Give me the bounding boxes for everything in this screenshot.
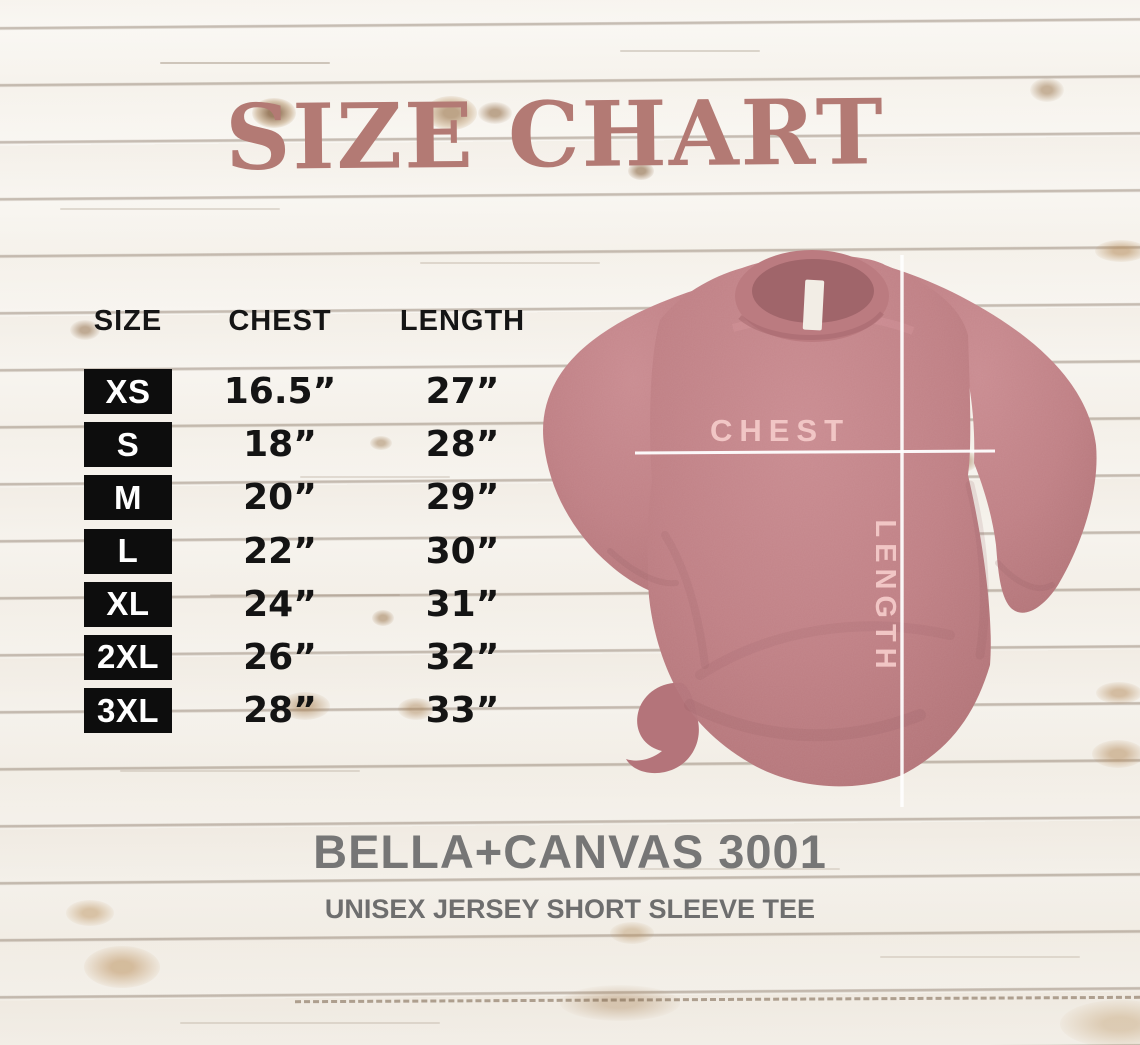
table-row: L 22” 30” <box>0 525 560 578</box>
table-row: M 20” 29” <box>0 471 560 524</box>
size-chip: 3XL <box>84 688 172 734</box>
chest-value: 24” <box>243 583 317 625</box>
length-value: 33” <box>425 690 500 732</box>
table-row: 3XL 28” 33” <box>0 684 560 737</box>
tshirt-hem-knot <box>626 682 699 774</box>
length-line-label: LENGTH <box>869 519 901 674</box>
chest-line-label: CHEST <box>710 413 850 448</box>
chest-value: 28” <box>243 690 317 732</box>
size-chip: 2XL <box>84 634 172 680</box>
size-chip: S <box>84 422 172 468</box>
length-value: 30” <box>425 530 500 572</box>
length-value: 32” <box>425 636 500 678</box>
chest-measure-line <box>634 449 996 455</box>
column-header-length: LENGTH <box>399 305 526 337</box>
size-table-header: SIZE CHEST LENGTH <box>0 303 560 339</box>
neck-tag <box>802 279 825 331</box>
chest-value: 20” <box>243 477 317 519</box>
size-chip: L <box>84 528 172 574</box>
size-chip: XS <box>84 369 172 414</box>
length-value: 28” <box>425 424 500 466</box>
table-row: S 18” 28” <box>0 418 560 471</box>
size-table: XS 16.5” 27” S 18” 28” M 20” 29” L 22” 3… <box>0 365 560 737</box>
table-row: 2XL 26” 32” <box>0 631 560 684</box>
table-row: XL 24” 31” <box>0 578 560 631</box>
size-chip-label: XL <box>106 585 150 623</box>
length-value: 27” <box>425 371 500 412</box>
size-chip: XL <box>84 581 172 627</box>
length-value: 29” <box>425 477 500 519</box>
chest-value: 16.5” <box>223 371 337 412</box>
chest-value: 26” <box>243 636 317 678</box>
product-subtitle: UNISEX JERSEY SHORT SLEEVE TEE <box>324 894 816 924</box>
chest-value: 22” <box>243 530 317 572</box>
size-chip-label: L <box>117 532 139 570</box>
product-name: BELLA+CANVAS 3001 <box>313 825 827 878</box>
size-chip-label: 3XL <box>96 691 160 729</box>
page-title: SIZE CHART <box>224 79 886 192</box>
table-row: XS 16.5” 27” <box>0 365 560 418</box>
column-header-chest: CHEST <box>228 305 332 337</box>
collar-seam <box>738 311 884 340</box>
tshirt-diagram-svg: CHEST LENGTH <box>543 250 1097 807</box>
size-chip-label: 2XL <box>96 638 160 676</box>
size-chip: M <box>84 475 172 521</box>
length-value: 31” <box>425 583 500 625</box>
size-chip-label: S <box>116 425 140 463</box>
tshirt-photo: CHEST LENGTH <box>528 233 1138 818</box>
size-chip-label: XS <box>105 372 151 410</box>
chest-value: 18” <box>243 424 317 466</box>
size-chip-label: M <box>114 478 142 516</box>
column-header-size: SIZE <box>93 305 163 337</box>
